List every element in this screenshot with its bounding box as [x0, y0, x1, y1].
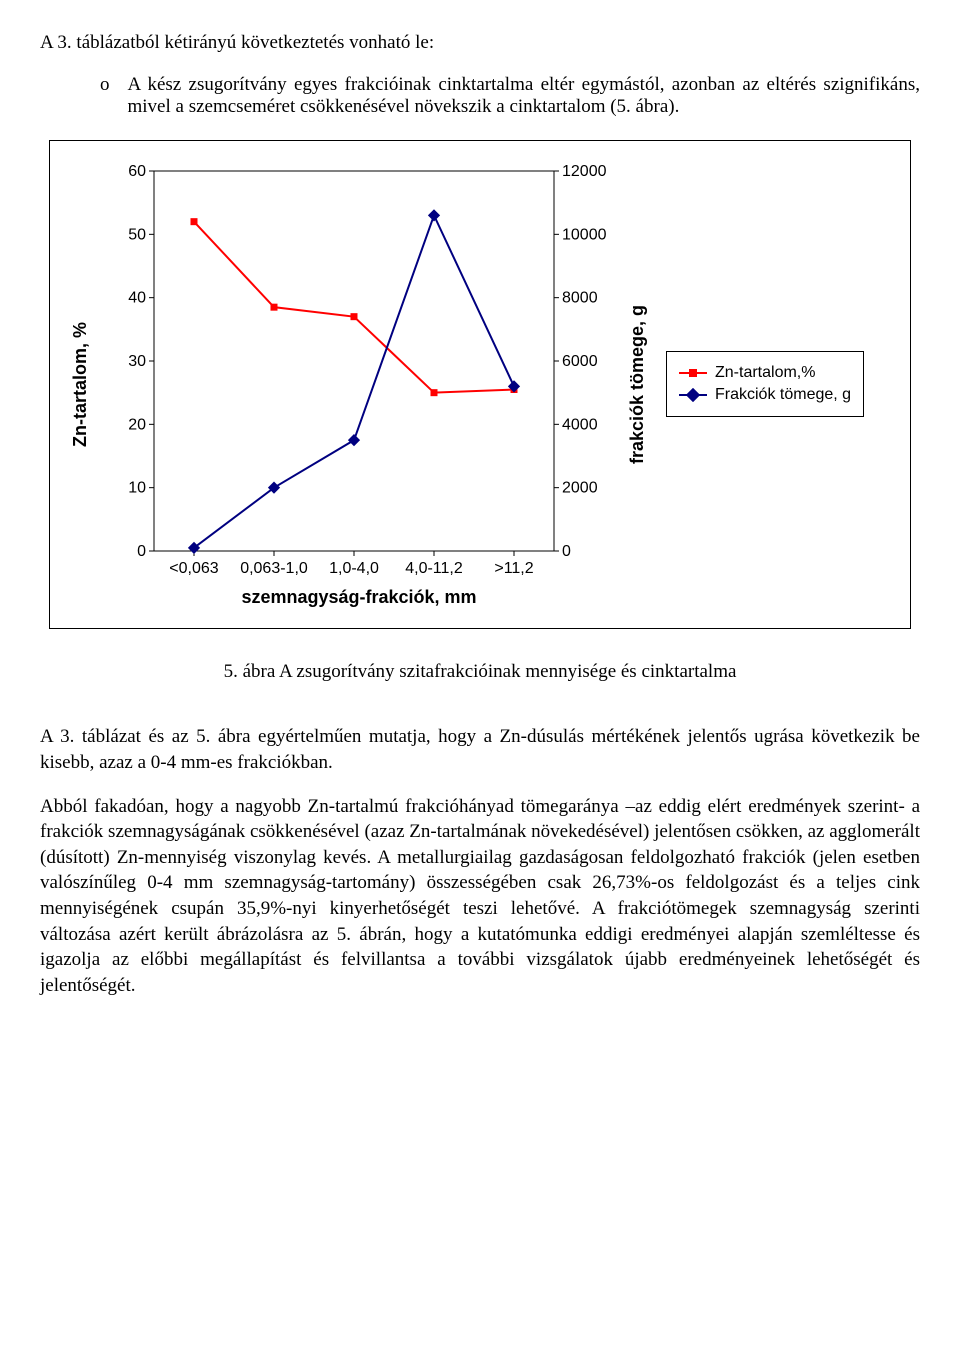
chart-legend: Zn-tartalom,% Frakciók tömege, g	[666, 351, 864, 417]
svg-text:0: 0	[562, 543, 571, 560]
svg-text:4,0-11,2: 4,0-11,2	[405, 560, 463, 577]
svg-text:8000: 8000	[562, 289, 598, 306]
svg-text:0,063-1,0: 0,063-1,0	[240, 560, 308, 577]
svg-text:6000: 6000	[562, 353, 598, 370]
svg-text:60: 60	[128, 163, 146, 180]
svg-text:10000: 10000	[562, 226, 607, 243]
figure-caption: 5. ábra A zsugorítvány szitafrakcióinak …	[40, 659, 920, 685]
svg-text:>11,2: >11,2	[494, 560, 533, 577]
intro-paragraph: A 3. táblázatból kétirányú következtetés…	[40, 30, 920, 56]
svg-text:30: 30	[128, 353, 146, 370]
legend-item: Frakciók tömege, g	[679, 386, 851, 404]
legend-swatch-icon	[679, 388, 707, 402]
chart-container: Zn-tartalom, % 0 10 20 30 40 50 60 0 2000 4000 600…	[49, 140, 911, 629]
svg-text:2000: 2000	[562, 479, 598, 496]
svg-text:10: 10	[128, 479, 146, 496]
body-paragraph-1: A 3. táblázat és az 5. ábra egyértelműen…	[40, 724, 920, 775]
svg-text:20: 20	[128, 416, 146, 433]
chart-plot: 0 10 20 30 40 50 60 0 2000 4000 6000 8000 10000 12000…	[109, 161, 609, 581]
y2-axis-title: frakciók tömege, g	[627, 204, 648, 564]
svg-text:1,0-4,0: 1,0-4,0	[329, 560, 379, 577]
svg-text:0: 0	[137, 543, 146, 560]
svg-text:40: 40	[128, 289, 146, 306]
svg-text:4000: 4000	[562, 416, 598, 433]
legend-label: Zn-tartalom,%	[715, 364, 815, 382]
legend-swatch-icon	[679, 366, 707, 380]
svg-text:50: 50	[128, 226, 146, 243]
legend-item: Zn-tartalom,%	[679, 364, 851, 382]
x-axis-title: szemnagyság-frakciók, mm	[241, 587, 476, 608]
bullet-text: A kész zsugorítvány egyes frakcióinak ci…	[128, 74, 921, 118]
body-paragraph-2: Abból fakadóan, hogy a nagyobb Zn-tartal…	[40, 794, 920, 999]
bullet-item: o A kész zsugorítvány egyes frakcióinak …	[100, 74, 920, 118]
svg-text:<0,063: <0,063	[169, 560, 218, 577]
legend-label: Frakciók tömege, g	[715, 386, 851, 404]
svg-text:12000: 12000	[562, 163, 607, 180]
bullet-list: o A kész zsugorítvány egyes frakcióinak …	[40, 74, 920, 118]
bullet-marker: o	[100, 74, 110, 118]
y1-axis-title: Zn-tartalom, %	[70, 204, 91, 564]
